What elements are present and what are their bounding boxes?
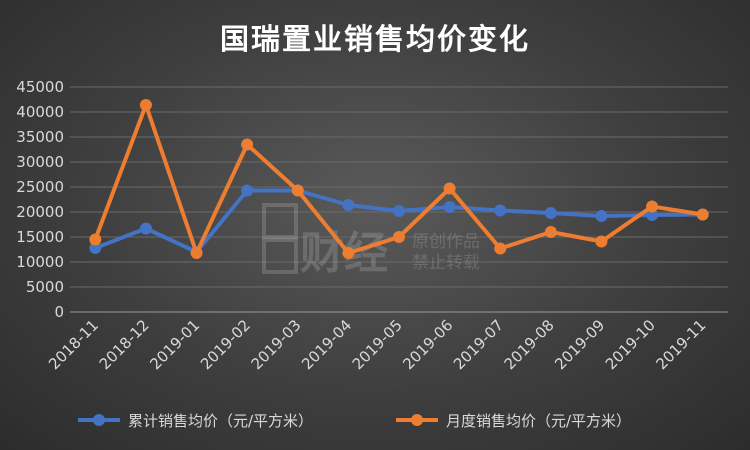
- x-tick-label: 2019-05: [349, 316, 406, 373]
- x-axis-ticks: 2018-112018-122019-012019-022019-032019-…: [45, 316, 709, 373]
- data-point: [494, 204, 507, 217]
- y-tick-label: 45000: [16, 78, 64, 96]
- watermark-logo-box-top: [262, 203, 298, 239]
- y-tick-label: 5000: [26, 278, 64, 296]
- data-point: [393, 205, 405, 217]
- series-1: [89, 184, 709, 258]
- y-axis-ticks: 0 5000 10000 15000 20000 25000 30000 35000 40000…: [16, 78, 64, 321]
- data-point: [139, 99, 152, 111]
- data-point: [595, 210, 608, 222]
- data-point: [443, 182, 456, 195]
- x-tick-label: 2018-12: [96, 316, 153, 373]
- legend: 累计销售均价（元/平方米） 月度销售均价（元/平方米）: [78, 412, 631, 430]
- x-tick-label: 2019-02: [197, 316, 254, 373]
- y-tick-label: 40000: [16, 103, 64, 121]
- grid-lines: [70, 86, 728, 313]
- x-tick-label: 2019-11: [652, 316, 709, 373]
- x-tick-label: 2019-07: [450, 316, 507, 373]
- x-tick-label: 2019-10: [602, 316, 659, 373]
- legend-marker: [93, 414, 105, 426]
- watermark-line2: 禁止转载: [412, 253, 480, 273]
- x-tick-label: 2019-01: [146, 316, 203, 373]
- data-point: [393, 231, 405, 243]
- x-tick-label: 2019-06: [399, 316, 456, 373]
- legend-item: 累计销售均价（元/平方米）: [78, 412, 313, 430]
- data-point: [241, 184, 254, 197]
- data-point: [595, 235, 608, 248]
- data-point: [190, 247, 203, 259]
- data-point: [544, 226, 557, 238]
- x-tick-label: 2019-03: [248, 316, 305, 373]
- y-tick-label: 0: [54, 303, 64, 321]
- data-point: [291, 184, 304, 197]
- data-point: [241, 138, 254, 151]
- data-point: [646, 200, 659, 213]
- x-tick-label: 2018-11: [45, 316, 102, 373]
- data-point: [342, 199, 355, 211]
- data-point: [139, 222, 152, 235]
- y-tick-label: 35000: [16, 128, 64, 146]
- legend-item: 月度销售均价（元/平方米）: [396, 412, 631, 430]
- data-point: [494, 242, 507, 255]
- x-tick-label: 2019-04: [298, 316, 355, 373]
- data-point: [89, 233, 102, 246]
- series-2: [89, 99, 709, 259]
- data-point: [646, 209, 659, 221]
- y-tick-label: 10000: [16, 253, 64, 271]
- x-tick-label: 2019-09: [551, 316, 608, 373]
- data-point: [696, 208, 709, 221]
- data-point: [89, 242, 102, 254]
- watermark-logo-box-bottom: [262, 238, 298, 274]
- legend-label: 月度销售均价（元/平方米）: [446, 412, 631, 430]
- y-tick-label: 25000: [16, 178, 64, 196]
- legend-marker: [411, 414, 423, 426]
- data-point: [443, 201, 456, 213]
- chart-title: 国瑞置业销售均价变化: [219, 22, 530, 56]
- y-tick-label: 20000: [16, 203, 64, 221]
- x-tick-label: 2019-08: [501, 316, 558, 373]
- data-point: [544, 207, 557, 219]
- series-layer: [89, 99, 709, 259]
- watermark: 财经 原创作品 禁止转载: [262, 203, 480, 279]
- y-tick-label: 30000: [16, 153, 64, 171]
- watermark-line1: 原创作品: [412, 232, 480, 252]
- series-line: [93, 103, 705, 255]
- legend-label: 累计销售均价（元/平方米）: [128, 412, 313, 430]
- data-point: [342, 247, 355, 259]
- y-tick-label: 15000: [16, 228, 64, 246]
